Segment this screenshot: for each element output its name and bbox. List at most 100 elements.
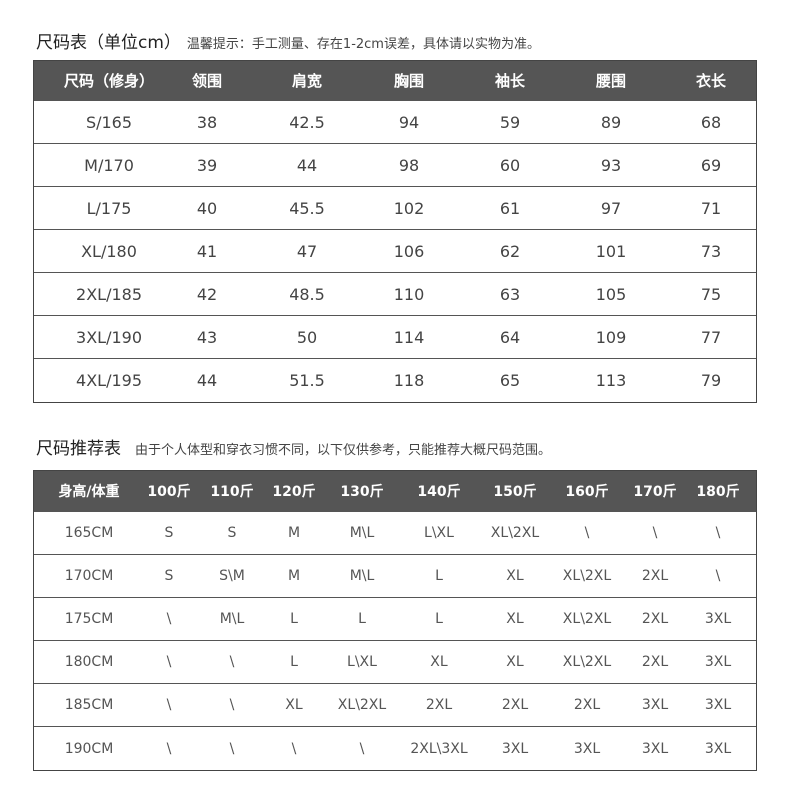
column-header: 腰围 — [595, 72, 627, 90]
table-cell: 180CM — [64, 654, 114, 670]
table-cell: 97 — [600, 198, 622, 218]
table-cell: M\L — [349, 525, 375, 541]
table-cell: L\XL — [424, 525, 454, 541]
table-cell: XL\2XL — [337, 697, 387, 713]
table-cell: XL\2XL — [490, 525, 540, 541]
table-cell: 44 — [196, 371, 218, 390]
column-header: 140斤 — [417, 484, 461, 500]
table-cell: 113 — [595, 371, 627, 390]
table-cell: 42 — [196, 284, 218, 304]
table-cell: \ — [229, 697, 235, 713]
size-table-heading: 尺码表（单位cm） — [36, 33, 181, 53]
table-cell: 3XL — [641, 697, 669, 713]
size-table: 尺码（修身） 领围 肩宽 胸围 袖长 腰围 衣长 S/165 38 42.5 94 59 89 68 M/1… — [33, 60, 757, 403]
table-cell: 190CM — [64, 740, 114, 757]
table-cell: \ — [229, 740, 235, 757]
table-cell: 2XL — [641, 568, 669, 584]
table-cell: 93 — [600, 155, 622, 175]
column-header: 衣长 — [695, 72, 727, 90]
table-cell: 48.5 — [289, 284, 325, 304]
table-cell: L\XL — [347, 654, 377, 670]
table-cell: 50 — [296, 327, 318, 347]
table-row: 4XL/195 44 51.5 118 65 113 79 — [34, 359, 756, 402]
table-cell: \ — [715, 525, 721, 541]
table-row: 180CM \ \ L L\XL XL XL XL\2XL 2XL 3XL — [34, 641, 756, 684]
table-cell: 2XL — [573, 697, 601, 713]
table-cell: 2XL/185 — [76, 284, 142, 304]
table-cell: \ — [291, 740, 297, 757]
recommend-table-heading: 尺码推荐表 — [36, 439, 121, 459]
table-cell: 94 — [398, 112, 420, 132]
size-table-note: 温馨提示：手工测量、存在1-2cm误差，具体请以实物为准。 — [186, 37, 540, 52]
table-cell: \ — [715, 568, 721, 584]
table-cell: 63 — [499, 284, 521, 304]
column-header: 120斤 — [272, 484, 316, 500]
table-cell: L — [358, 611, 366, 627]
table-row: 185CM \ \ XL XL\2XL 2XL 2XL 2XL 3XL 3XL — [34, 684, 756, 727]
table-cell: M\L — [349, 568, 375, 584]
table-cell: 68 — [700, 112, 722, 132]
column-header: 100斤 — [147, 484, 191, 500]
table-cell: 3XL — [641, 740, 669, 757]
table-cell: 75 — [700, 284, 722, 304]
table-cell: M\L — [219, 611, 245, 627]
column-header: 袖长 — [494, 72, 526, 90]
table-cell: 41 — [196, 241, 218, 261]
column-header: 110斤 — [210, 484, 254, 500]
table-cell: 73 — [700, 241, 722, 261]
table-cell: 110 — [393, 284, 425, 304]
table-cell: 185CM — [64, 697, 114, 713]
table-cell: 2XL\3XL — [410, 740, 468, 757]
column-header: 胸围 — [393, 72, 425, 90]
table-cell: 43 — [196, 327, 218, 347]
table-cell: \ — [652, 525, 658, 541]
table-cell: \ — [166, 654, 172, 670]
table-cell: 102 — [393, 198, 425, 218]
table-row: 175CM \ M\L L L L XL XL\2XL 2XL 3XL — [34, 598, 756, 641]
table-cell: 3XL — [704, 611, 732, 627]
table-cell: 64 — [499, 327, 521, 347]
table-cell: \ — [359, 740, 365, 757]
table-cell: 42.5 — [289, 112, 325, 132]
table-cell: 106 — [393, 241, 425, 261]
column-header: 160斤 — [565, 484, 609, 500]
table-cell: XL — [506, 568, 524, 584]
table-cell: 101 — [595, 241, 627, 261]
table-cell: XL — [506, 611, 524, 627]
table-cell: 71 — [700, 198, 722, 218]
column-header: 180斤 — [696, 484, 740, 500]
table-cell: 3XL — [704, 654, 732, 670]
table-row: M/170 39 44 98 60 93 69 — [34, 144, 756, 187]
table-cell: XL — [506, 654, 524, 670]
table-cell: 2XL — [501, 697, 529, 713]
table-cell: L — [290, 611, 298, 627]
table-cell: 60 — [499, 155, 521, 175]
table-cell: M — [287, 568, 301, 584]
table-cell: \ — [166, 611, 172, 627]
table-cell: 170CM — [64, 568, 114, 584]
size-table-title: 尺码表（单位cm） 温馨提示：手工测量、存在1-2cm误差，具体请以实物为准。 — [36, 28, 540, 53]
recommend-table-title: 尺码推荐表 由于个人体型和穿衣习惯不同，以下仅供参考，只能推荐大概尺码范围。 — [36, 434, 551, 459]
table-cell: L — [435, 568, 443, 584]
table-header: 身高/体重 100斤 110斤 120斤 130斤 140斤 150斤 160斤 170斤 180… — [34, 471, 756, 512]
table-cell: 105 — [595, 284, 627, 304]
column-header: 尺码（修身） — [63, 72, 155, 90]
table-row: 3XL/190 43 50 114 64 109 77 — [34, 316, 756, 359]
table-header: 尺码（修身） 领围 肩宽 胸围 袖长 腰围 衣长 — [34, 61, 756, 101]
table-cell: XL — [285, 697, 303, 713]
table-cell: 61 — [499, 198, 521, 218]
table-cell: 51.5 — [289, 371, 325, 390]
table-cell: 65 — [499, 371, 521, 390]
table-cell: 39 — [196, 155, 218, 175]
table-cell: 98 — [398, 155, 420, 175]
recommend-table-note: 由于个人体型和穿衣习惯不同，以下仅供参考，只能推荐大概尺码范围。 — [135, 443, 552, 458]
table-cell: 2XL — [641, 611, 669, 627]
table-cell: L — [290, 654, 298, 670]
table-cell: XL\2XL — [562, 654, 612, 670]
table-row: 165CM S S M M\L L\XL XL\2XL \ \ \ — [34, 512, 756, 555]
column-header: 130斤 — [340, 484, 384, 500]
table-cell: S — [164, 568, 174, 584]
column-header: 领围 — [191, 72, 223, 90]
table-cell: S — [227, 525, 237, 541]
table-cell: 109 — [595, 327, 627, 347]
